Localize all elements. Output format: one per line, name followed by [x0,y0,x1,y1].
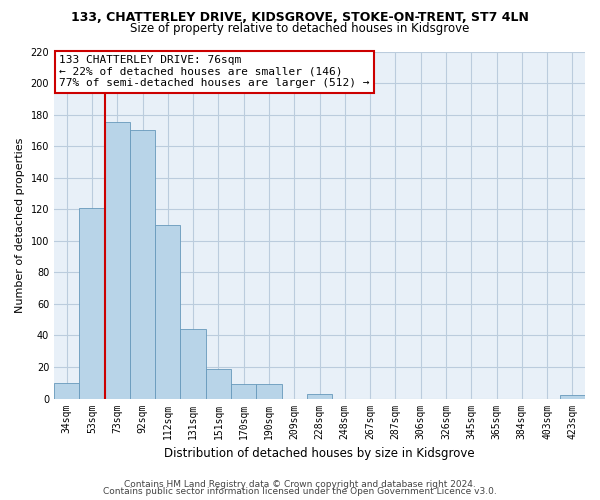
Text: Size of property relative to detached houses in Kidsgrove: Size of property relative to detached ho… [130,22,470,35]
Bar [307,394,332,398]
Bar [130,130,155,398]
Bar [104,122,130,398]
Bar [155,225,181,398]
Bar [79,208,104,398]
Bar [256,384,281,398]
Bar [231,384,256,398]
Text: Contains HM Land Registry data © Crown copyright and database right 2024.: Contains HM Land Registry data © Crown c… [124,480,476,489]
Text: 133 CHATTERLEY DRIVE: 76sqm
← 22% of detached houses are smaller (146)
77% of se: 133 CHATTERLEY DRIVE: 76sqm ← 22% of det… [59,55,370,88]
Bar [181,329,206,398]
Text: 133, CHATTERLEY DRIVE, KIDSGROVE, STOKE-ON-TRENT, ST7 4LN: 133, CHATTERLEY DRIVE, KIDSGROVE, STOKE-… [71,11,529,24]
Bar [206,368,231,398]
Bar [54,383,79,398]
Y-axis label: Number of detached properties: Number of detached properties [15,138,25,312]
Text: Contains public sector information licensed under the Open Government Licence v3: Contains public sector information licen… [103,487,497,496]
X-axis label: Distribution of detached houses by size in Kidsgrove: Distribution of detached houses by size … [164,447,475,460]
Bar [560,396,585,398]
